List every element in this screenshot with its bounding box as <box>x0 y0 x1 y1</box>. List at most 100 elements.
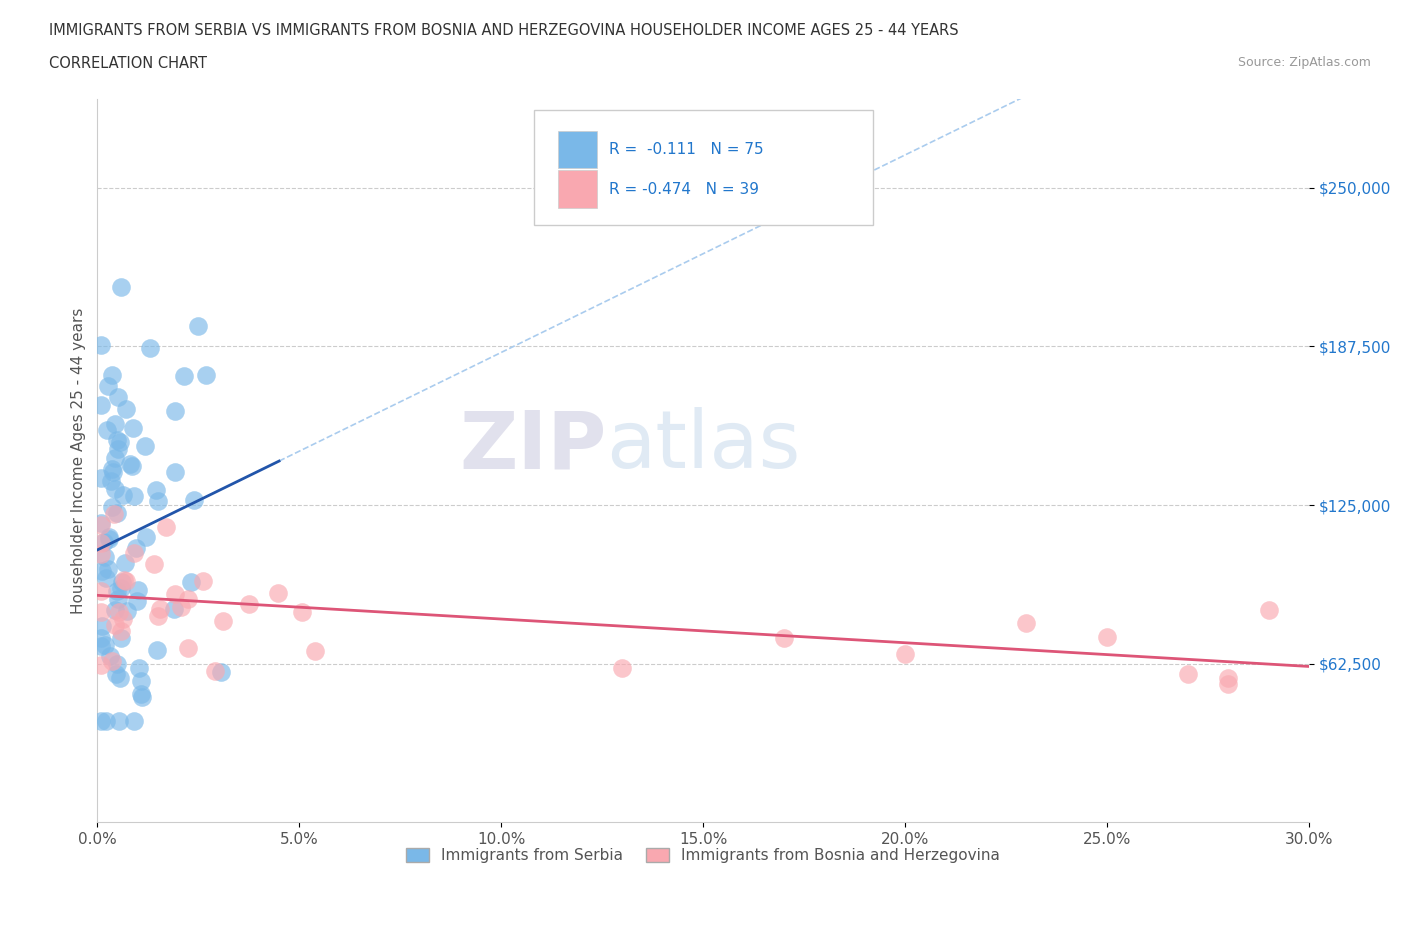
Point <box>267 586 290 601</box>
Point <box>98 648 121 663</box>
Point <box>134 439 156 454</box>
Point <box>93 535 115 550</box>
Point <box>90 518 112 533</box>
Point <box>90 536 112 551</box>
Point <box>612 660 634 675</box>
Point <box>146 608 169 623</box>
Point <box>101 654 124 669</box>
Point <box>90 618 112 633</box>
Point <box>101 367 124 382</box>
Point <box>177 591 200 606</box>
Point <box>127 594 149 609</box>
Point <box>155 520 177 535</box>
Point <box>131 690 153 705</box>
Point <box>135 529 157 544</box>
Point <box>124 489 146 504</box>
Point <box>163 587 186 602</box>
Point <box>112 573 135 588</box>
FancyBboxPatch shape <box>558 130 596 168</box>
Point <box>1177 666 1199 681</box>
Point <box>122 421 145 436</box>
Point <box>90 397 112 412</box>
Point <box>108 604 131 619</box>
Point <box>118 457 141 472</box>
Point <box>163 404 186 418</box>
Point <box>209 665 232 680</box>
Point <box>143 557 166 572</box>
Point <box>112 488 135 503</box>
Point <box>110 279 132 294</box>
Y-axis label: Householder Income Ages 25 - 44 years: Householder Income Ages 25 - 44 years <box>72 308 86 614</box>
Point <box>773 631 796 645</box>
Point <box>104 666 127 681</box>
Point <box>177 641 200 656</box>
Point <box>238 596 260 611</box>
Point <box>122 713 145 728</box>
Point <box>101 461 124 476</box>
Point <box>108 435 131 450</box>
Text: atlas: atlas <box>606 407 800 485</box>
Point <box>1216 676 1239 691</box>
Point <box>103 603 125 618</box>
Point <box>1257 603 1279 618</box>
Point <box>94 549 117 564</box>
Point <box>103 506 125 521</box>
Point <box>90 713 112 728</box>
Point <box>111 574 134 589</box>
Point <box>104 482 127 497</box>
Point <box>112 612 135 627</box>
Point <box>105 505 128 520</box>
Point <box>894 646 917 661</box>
Point <box>204 663 226 678</box>
Point <box>1095 630 1118 644</box>
Point <box>127 583 149 598</box>
Text: Source: ZipAtlas.com: Source: ZipAtlas.com <box>1237 56 1371 69</box>
Point <box>90 546 112 561</box>
Point <box>110 631 132 645</box>
Point <box>90 658 112 673</box>
Point <box>145 483 167 498</box>
Text: CORRELATION CHART: CORRELATION CHART <box>49 56 207 71</box>
Legend: Immigrants from Serbia, Immigrants from Bosnia and Herzegovina: Immigrants from Serbia, Immigrants from … <box>399 842 1007 869</box>
Point <box>91 564 114 578</box>
Point <box>94 570 117 585</box>
Point <box>114 555 136 570</box>
Point <box>129 687 152 702</box>
Point <box>183 493 205 508</box>
Point <box>107 584 129 599</box>
Point <box>122 546 145 561</box>
Point <box>125 540 148 555</box>
Point <box>139 340 162 355</box>
Point <box>104 417 127 432</box>
Point <box>107 390 129 405</box>
Point <box>110 580 132 595</box>
Point <box>1015 615 1038 630</box>
Point <box>90 338 112 352</box>
Point <box>1216 671 1239 685</box>
Point <box>98 531 121 546</box>
Point <box>105 657 128 671</box>
Point <box>114 574 136 589</box>
Point <box>121 458 143 473</box>
Point <box>94 638 117 653</box>
Point <box>90 516 112 531</box>
Point <box>90 631 112 645</box>
Point <box>90 472 112 486</box>
Point <box>100 473 122 488</box>
Point <box>180 575 202 590</box>
Point <box>128 660 150 675</box>
Point <box>146 643 169 658</box>
Point <box>101 499 124 514</box>
Point <box>108 713 131 728</box>
Point <box>191 573 214 588</box>
Point <box>194 367 217 382</box>
Point <box>107 591 129 606</box>
Text: ZIP: ZIP <box>458 407 606 485</box>
Point <box>304 644 326 658</box>
Point <box>104 450 127 465</box>
Point <box>148 601 170 616</box>
Text: IMMIGRANTS FROM SERBIA VS IMMIGRANTS FROM BOSNIA AND HERZEGOVINA HOUSEHOLDER INC: IMMIGRANTS FROM SERBIA VS IMMIGRANTS FRO… <box>49 23 959 38</box>
Point <box>115 604 138 618</box>
Point <box>107 442 129 457</box>
Point <box>104 618 127 632</box>
